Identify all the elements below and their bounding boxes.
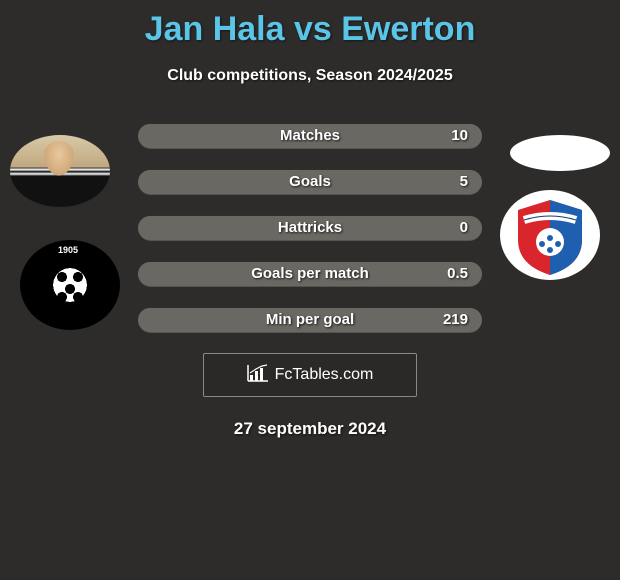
stat-bar: Goals per match 0.5 (138, 261, 482, 287)
stat-bar: Hattricks 0 (138, 215, 482, 241)
stat-value: 0 (460, 219, 468, 236)
stat-value: 0.5 (447, 265, 468, 282)
left-club-badge: 1905 (20, 240, 120, 330)
stat-label: Min per goal (266, 311, 354, 328)
stat-value: 219 (443, 311, 468, 328)
stat-label: Hattricks (278, 219, 342, 236)
stat-label: Matches (280, 127, 340, 144)
comparison-body: 1905 Matches 10 Goals 5 Hattricks (0, 115, 620, 439)
branding-box: FcTables.com (203, 353, 417, 397)
stat-label: Goals per match (251, 265, 369, 282)
stat-value: 5 (460, 173, 468, 190)
comparison-title: Jan Hala vs Ewerton (0, 0, 620, 49)
stat-label: Goals (289, 173, 331, 190)
left-club-year: 1905 (58, 245, 78, 255)
barchart-icon (247, 364, 269, 387)
branding-text: FcTables.com (275, 366, 374, 384)
stat-value: 10 (451, 127, 468, 144)
right-player-avatar (510, 135, 610, 171)
left-player-avatar (10, 135, 110, 207)
stat-bars: Matches 10 Goals 5 Hattricks 0 Goals per… (138, 115, 482, 333)
stat-bar: Min per goal 219 (138, 307, 482, 333)
right-club-badge (500, 190, 600, 280)
snapshot-date: 27 september 2024 (0, 419, 620, 439)
stat-bar: Matches 10 (138, 123, 482, 149)
season-subtitle: Club competitions, Season 2024/2025 (0, 67, 620, 85)
stat-bar: Goals 5 (138, 169, 482, 195)
